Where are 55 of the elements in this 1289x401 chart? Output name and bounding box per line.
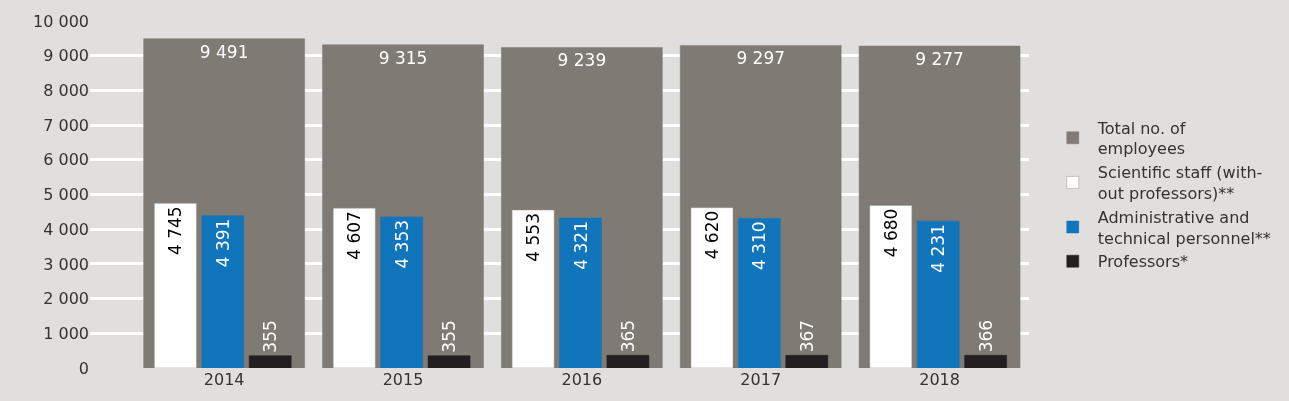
y-tick-label: 8 000 xyxy=(43,81,89,100)
data-label: 4 620 xyxy=(701,210,722,260)
legend-label: Scientific staff (with- out professors)** xyxy=(1097,163,1263,204)
data-label: 355 xyxy=(439,320,460,353)
bar xyxy=(333,207,376,368)
bar xyxy=(785,355,829,368)
data-label: 355 xyxy=(260,320,281,353)
data-label: 367 xyxy=(796,319,817,353)
y-tick-label: 0 xyxy=(78,358,89,378)
bar xyxy=(964,355,1007,368)
x-tick-label: 2016 xyxy=(561,370,603,389)
data-label: 9 277 xyxy=(915,49,964,70)
legend-label: Professors* xyxy=(1097,252,1189,272)
bar xyxy=(606,355,650,368)
data-label: 4 321 xyxy=(570,221,591,270)
data-label: 4 391 xyxy=(212,218,233,268)
bar xyxy=(380,216,423,368)
data-label: 9 297 xyxy=(736,48,786,69)
data-label: 4 310 xyxy=(749,221,770,271)
data-label: 4 553 xyxy=(523,213,544,262)
x-tick-label: 2014 xyxy=(203,370,245,389)
x-tick-label: 2018 xyxy=(919,370,960,389)
data-label: 9 491 xyxy=(199,41,249,62)
legend-label: Administrative and technical personnel** xyxy=(1097,207,1271,248)
bar xyxy=(738,218,781,368)
data-label: 9 315 xyxy=(378,47,428,68)
y-tick-label: 3 000 xyxy=(43,254,89,274)
y-tick-label: 7 000 xyxy=(43,115,89,135)
bar xyxy=(427,355,471,368)
bar xyxy=(248,355,292,368)
y-tick-label: 6 000 xyxy=(43,150,89,170)
bar xyxy=(201,215,245,368)
x-tick-label: 2017 xyxy=(740,370,782,389)
bar xyxy=(559,217,602,368)
bar xyxy=(916,220,960,368)
bar xyxy=(690,207,734,368)
data-label: 4 680 xyxy=(880,208,901,258)
data-label: 4 231 xyxy=(928,224,949,273)
bar xyxy=(869,205,913,368)
y-tick-label: 5 000 xyxy=(43,185,89,205)
x-tick-label: 2015 xyxy=(382,370,424,389)
y-tick-label: 1 000 xyxy=(43,323,89,343)
data-label: 366 xyxy=(975,319,996,353)
data-label: 365 xyxy=(617,319,638,353)
data-label: 4 745 xyxy=(165,206,186,256)
bar xyxy=(511,209,555,368)
y-tick-label: 9 000 xyxy=(43,46,89,66)
y-tick-label: 2 000 xyxy=(43,289,89,309)
y-tick-label: 4 000 xyxy=(43,219,89,239)
data-label: 4 607 xyxy=(344,211,365,260)
data-label: 4 353 xyxy=(391,219,412,269)
bar xyxy=(154,203,197,368)
y-tick-label: 10 000 xyxy=(33,11,89,31)
legend-label: Total no. of employees xyxy=(1096,118,1186,159)
data-label: 9 239 xyxy=(557,50,607,71)
